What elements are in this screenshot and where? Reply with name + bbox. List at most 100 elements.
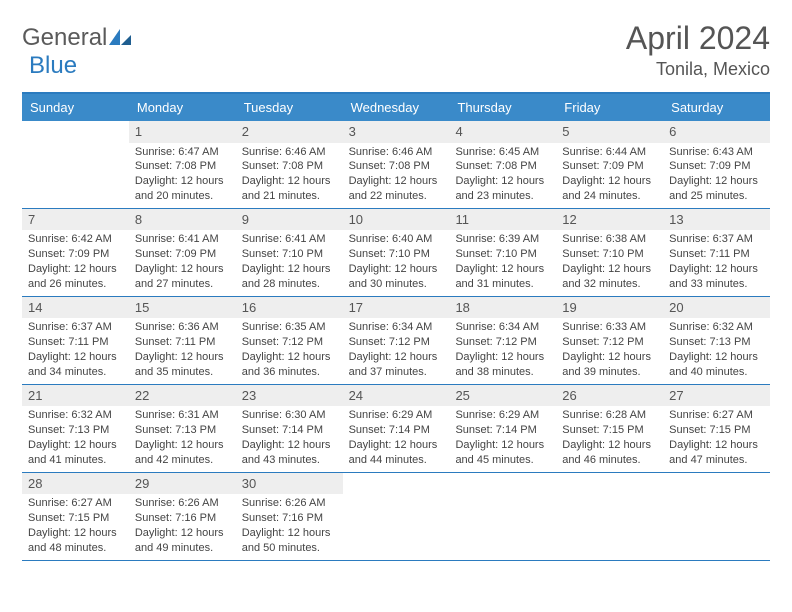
title-block: April 2024 Tonila, Mexico: [626, 20, 770, 80]
day-body: Sunrise: 6:44 AMSunset: 7:09 PMDaylight:…: [556, 143, 663, 208]
sunrise-line: Sunrise: 6:26 AM: [242, 496, 337, 511]
daylight-line: Daylight: 12 hours and 45 minutes.: [455, 438, 550, 468]
day-body: Sunrise: 6:29 AMSunset: 7:14 PMDaylight:…: [449, 406, 556, 471]
sunset-line: Sunset: 7:10 PM: [562, 247, 657, 262]
daylight-line: Daylight: 12 hours and 43 minutes.: [242, 438, 337, 468]
day-number: 18: [449, 297, 556, 319]
sunset-line: Sunset: 7:08 PM: [135, 159, 230, 174]
daylight-line: Daylight: 12 hours and 23 minutes.: [455, 174, 550, 204]
day-cell: 9Sunrise: 6:41 AMSunset: 7:10 PMDaylight…: [236, 209, 343, 296]
sunrise-line: Sunrise: 6:27 AM: [28, 496, 123, 511]
day-cell: 17Sunrise: 6:34 AMSunset: 7:12 PMDayligh…: [343, 297, 450, 384]
day-cell: 27Sunrise: 6:27 AMSunset: 7:15 PMDayligh…: [663, 385, 770, 472]
day-cell: 10Sunrise: 6:40 AMSunset: 7:10 PMDayligh…: [343, 209, 450, 296]
sunset-line: Sunset: 7:11 PM: [28, 335, 123, 350]
sunrise-line: Sunrise: 6:28 AM: [562, 408, 657, 423]
daylight-line: Daylight: 12 hours and 20 minutes.: [135, 174, 230, 204]
daylight-line: Daylight: 12 hours and 33 minutes.: [669, 262, 764, 292]
sunrise-line: Sunrise: 6:44 AM: [562, 145, 657, 160]
day-number: 5: [556, 121, 663, 143]
daylight-line: Daylight: 12 hours and 40 minutes.: [669, 350, 764, 380]
day-body: Sunrise: 6:32 AMSunset: 7:13 PMDaylight:…: [22, 406, 129, 471]
day-body: Sunrise: 6:28 AMSunset: 7:15 PMDaylight:…: [556, 406, 663, 471]
daylight-line: Daylight: 12 hours and 26 minutes.: [28, 262, 123, 292]
sunrise-line: Sunrise: 6:26 AM: [135, 496, 230, 511]
day-number: 16: [236, 297, 343, 319]
day-cell: 12Sunrise: 6:38 AMSunset: 7:10 PMDayligh…: [556, 209, 663, 296]
day-cell: [343, 473, 450, 560]
day-cell: [22, 121, 129, 208]
day-cell: 7Sunrise: 6:42 AMSunset: 7:09 PMDaylight…: [22, 209, 129, 296]
day-header: Wednesday: [343, 94, 450, 121]
day-cell: 14Sunrise: 6:37 AMSunset: 7:11 PMDayligh…: [22, 297, 129, 384]
day-body: Sunrise: 6:29 AMSunset: 7:14 PMDaylight:…: [343, 406, 450, 471]
day-body: Sunrise: 6:35 AMSunset: 7:12 PMDaylight:…: [236, 318, 343, 383]
sunrise-line: Sunrise: 6:43 AM: [669, 145, 764, 160]
sunrise-line: Sunrise: 6:35 AM: [242, 320, 337, 335]
sunset-line: Sunset: 7:13 PM: [28, 423, 123, 438]
sunset-line: Sunset: 7:09 PM: [28, 247, 123, 262]
day-number: 2: [236, 121, 343, 143]
day-number: 22: [129, 385, 236, 407]
day-body: Sunrise: 6:26 AMSunset: 7:16 PMDaylight:…: [236, 494, 343, 559]
sunset-line: Sunset: 7:10 PM: [242, 247, 337, 262]
day-cell: [449, 473, 556, 560]
sunset-line: Sunset: 7:12 PM: [455, 335, 550, 350]
day-body: Sunrise: 6:34 AMSunset: 7:12 PMDaylight:…: [343, 318, 450, 383]
day-cell: [556, 473, 663, 560]
day-cell: 1Sunrise: 6:47 AMSunset: 7:08 PMDaylight…: [129, 121, 236, 208]
location: Tonila, Mexico: [626, 59, 770, 80]
week-row: 21Sunrise: 6:32 AMSunset: 7:13 PMDayligh…: [22, 385, 770, 473]
sunrise-line: Sunrise: 6:32 AM: [669, 320, 764, 335]
header: General April 2024 Tonila, Mexico: [22, 20, 770, 80]
sunrise-line: Sunrise: 6:41 AM: [242, 232, 337, 247]
sunrise-line: Sunrise: 6:29 AM: [455, 408, 550, 423]
day-number: 12: [556, 209, 663, 231]
sunset-line: Sunset: 7:10 PM: [455, 247, 550, 262]
sunset-line: Sunset: 7:08 PM: [349, 159, 444, 174]
sunset-line: Sunset: 7:15 PM: [562, 423, 657, 438]
sunset-line: Sunset: 7:08 PM: [242, 159, 337, 174]
day-number: 29: [129, 473, 236, 495]
sunset-line: Sunset: 7:15 PM: [28, 511, 123, 526]
sunset-line: Sunset: 7:16 PM: [135, 511, 230, 526]
day-body: Sunrise: 6:46 AMSunset: 7:08 PMDaylight:…: [343, 143, 450, 208]
day-cell: 6Sunrise: 6:43 AMSunset: 7:09 PMDaylight…: [663, 121, 770, 208]
day-cell: 30Sunrise: 6:26 AMSunset: 7:16 PMDayligh…: [236, 473, 343, 560]
sunset-line: Sunset: 7:09 PM: [135, 247, 230, 262]
sunset-line: Sunset: 7:10 PM: [349, 247, 444, 262]
daylight-line: Daylight: 12 hours and 31 minutes.: [455, 262, 550, 292]
day-cell: 24Sunrise: 6:29 AMSunset: 7:14 PMDayligh…: [343, 385, 450, 472]
day-body: Sunrise: 6:26 AMSunset: 7:16 PMDaylight:…: [129, 494, 236, 559]
day-number: 7: [22, 209, 129, 231]
day-cell: 25Sunrise: 6:29 AMSunset: 7:14 PMDayligh…: [449, 385, 556, 472]
daylight-line: Daylight: 12 hours and 42 minutes.: [135, 438, 230, 468]
sunset-line: Sunset: 7:09 PM: [669, 159, 764, 174]
daylight-line: Daylight: 12 hours and 49 minutes.: [135, 526, 230, 556]
week-row: 28Sunrise: 6:27 AMSunset: 7:15 PMDayligh…: [22, 473, 770, 561]
daylight-line: Daylight: 12 hours and 41 minutes.: [28, 438, 123, 468]
day-cell: 11Sunrise: 6:39 AMSunset: 7:10 PMDayligh…: [449, 209, 556, 296]
day-body: Sunrise: 6:27 AMSunset: 7:15 PMDaylight:…: [22, 494, 129, 559]
logo-sail-icon: [109, 29, 131, 47]
sunrise-line: Sunrise: 6:34 AM: [455, 320, 550, 335]
logo-blue: Blue: [29, 52, 77, 80]
sunrise-line: Sunrise: 6:45 AM: [455, 145, 550, 160]
day-number: 23: [236, 385, 343, 407]
week-row: 1Sunrise: 6:47 AMSunset: 7:08 PMDaylight…: [22, 121, 770, 209]
sunrise-line: Sunrise: 6:34 AM: [349, 320, 444, 335]
sunrise-line: Sunrise: 6:37 AM: [28, 320, 123, 335]
day-cell: 28Sunrise: 6:27 AMSunset: 7:15 PMDayligh…: [22, 473, 129, 560]
calendar: SundayMondayTuesdayWednesdayThursdayFrid…: [22, 92, 770, 561]
day-body: Sunrise: 6:32 AMSunset: 7:13 PMDaylight:…: [663, 318, 770, 383]
sunset-line: Sunset: 7:14 PM: [455, 423, 550, 438]
day-number: 6: [663, 121, 770, 143]
sunset-line: Sunset: 7:11 PM: [135, 335, 230, 350]
logo-general: General: [22, 24, 107, 52]
day-number: 30: [236, 473, 343, 495]
day-cell: 22Sunrise: 6:31 AMSunset: 7:13 PMDayligh…: [129, 385, 236, 472]
sunrise-line: Sunrise: 6:40 AM: [349, 232, 444, 247]
day-cell: 26Sunrise: 6:28 AMSunset: 7:15 PMDayligh…: [556, 385, 663, 472]
sunrise-line: Sunrise: 6:46 AM: [349, 145, 444, 160]
day-header: Friday: [556, 94, 663, 121]
